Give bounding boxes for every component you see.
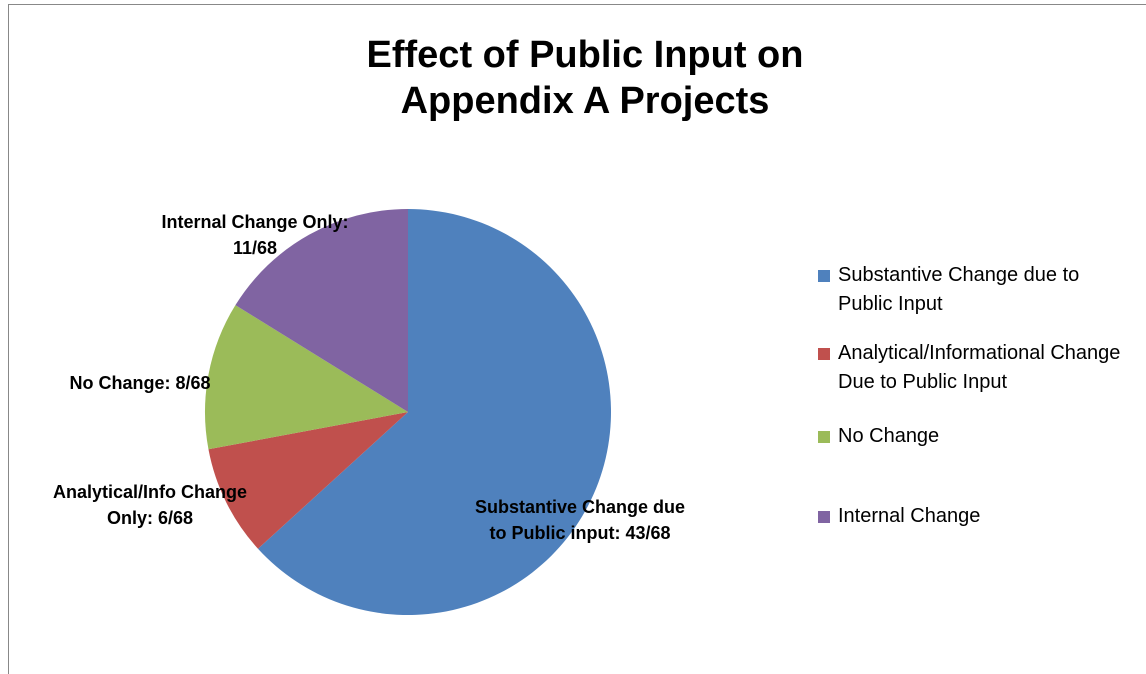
chart-border [8, 4, 1146, 674]
legend-swatch [818, 270, 830, 282]
pie-slice [235, 209, 408, 412]
pie-slice [257, 209, 612, 615]
legend-label: Internal Change [838, 505, 981, 527]
data-label: No Change: 8/68 [69, 373, 211, 393]
legend-label: No Change [838, 425, 940, 447]
legend-swatch [818, 431, 830, 443]
data-label: Analytical/Info Change Only: 6/68 [52, 482, 248, 528]
pie-slice [205, 305, 408, 450]
pie-slice [208, 412, 408, 549]
legend-swatch [818, 511, 830, 523]
legend-label: Substantive Change due to Public Input [838, 264, 1080, 315]
data-label: Internal Change Only: 11/68 [161, 212, 349, 258]
chart-title: Effect of Public Input on Appendix A Pro… [366, 34, 804, 122]
data-label: Substantive Change due to Public input: … [474, 497, 686, 543]
legend-swatch [818, 348, 830, 360]
legend-label: Analytical/Informational Change Due to P… [838, 342, 1121, 393]
